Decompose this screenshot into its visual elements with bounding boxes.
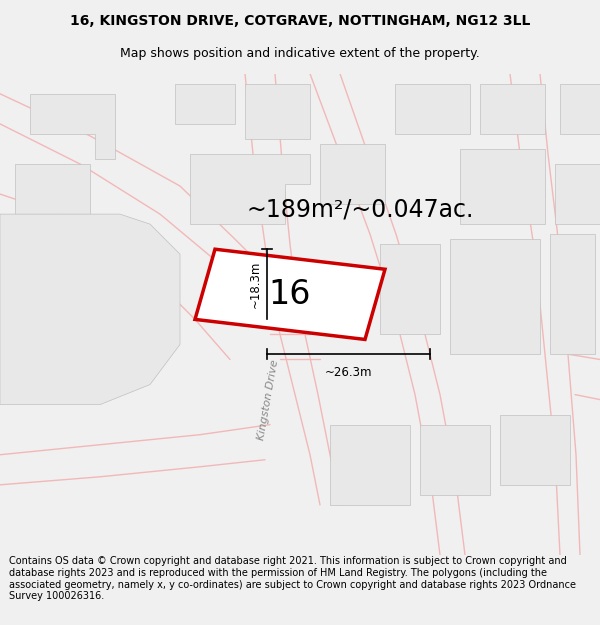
Polygon shape	[380, 244, 440, 334]
Polygon shape	[0, 214, 180, 404]
Polygon shape	[15, 164, 90, 214]
Polygon shape	[460, 149, 545, 224]
Polygon shape	[500, 414, 570, 485]
Polygon shape	[420, 424, 490, 495]
Polygon shape	[330, 424, 410, 505]
Polygon shape	[175, 84, 235, 124]
Text: Kingston Drive: Kingston Drive	[256, 359, 280, 441]
Polygon shape	[195, 249, 385, 339]
Polygon shape	[320, 144, 385, 204]
Polygon shape	[395, 84, 470, 134]
Polygon shape	[550, 234, 595, 354]
Polygon shape	[30, 94, 115, 159]
Text: Map shows position and indicative extent of the property.: Map shows position and indicative extent…	[120, 47, 480, 59]
Text: 16, KINGSTON DRIVE, COTGRAVE, NOTTINGHAM, NG12 3LL: 16, KINGSTON DRIVE, COTGRAVE, NOTTINGHAM…	[70, 14, 530, 28]
Polygon shape	[450, 239, 540, 354]
Text: ~26.3m: ~26.3m	[325, 366, 372, 379]
Polygon shape	[245, 84, 310, 139]
Polygon shape	[560, 84, 600, 134]
Polygon shape	[480, 84, 545, 134]
Text: 16: 16	[269, 278, 311, 311]
Text: Contains OS data © Crown copyright and database right 2021. This information is : Contains OS data © Crown copyright and d…	[9, 556, 576, 601]
Text: ~18.3m: ~18.3m	[248, 261, 262, 308]
Polygon shape	[555, 164, 600, 224]
Text: ~189m²/~0.047ac.: ~189m²/~0.047ac.	[247, 197, 473, 221]
Polygon shape	[190, 154, 310, 224]
